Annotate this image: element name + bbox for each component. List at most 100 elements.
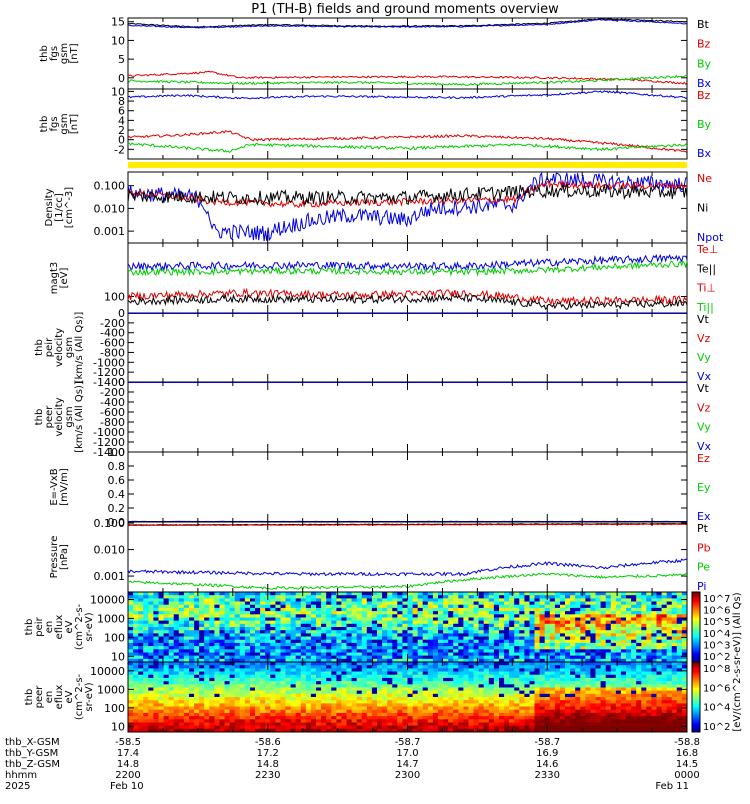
spectrogram-cell [580, 656, 586, 660]
spectrogram-cell [509, 710, 514, 714]
spectrogram-cell [418, 713, 424, 717]
spectrogram-cell [367, 614, 373, 618]
spectrogram-cell [352, 697, 358, 701]
spectrogram-cell [265, 614, 271, 618]
spectrogram-cell [575, 630, 581, 634]
spectrogram-cell [474, 614, 480, 618]
spectrogram-cell [209, 700, 215, 704]
spectrogram-cell [606, 640, 612, 644]
spectrogram-cell [530, 665, 536, 669]
spectrogram-cell [392, 598, 398, 602]
spectrogram-cell [336, 646, 342, 650]
spectrogram-cell [494, 653, 500, 657]
spectrogram-cell [555, 688, 561, 692]
spectrogram-cell [204, 643, 210, 647]
spectrogram-cell [545, 646, 551, 650]
spectrogram-cell [270, 726, 276, 730]
spectrogram-cell [164, 649, 170, 653]
spectrogram-cell [408, 710, 414, 714]
spectrogram-cell [657, 618, 663, 622]
spectrogram-cell [148, 633, 154, 637]
spectrogram-cell [240, 688, 246, 692]
spectrogram-cell [565, 624, 571, 628]
spectrogram-cell [560, 630, 566, 634]
spectrogram-cell [646, 637, 652, 641]
spectrogram-cell [408, 627, 414, 631]
spectrogram-cell [235, 598, 241, 602]
spectrogram-cell [291, 649, 297, 653]
spectrogram-cell [240, 608, 246, 612]
spectrogram-cell [179, 719, 185, 723]
spectrogram-cell [286, 627, 292, 631]
spectrogram-cell [672, 633, 678, 637]
spectrogram-cell [189, 719, 195, 723]
spectrogram-cell [164, 665, 170, 669]
spectrogram-cell [331, 653, 337, 657]
spectrogram-cell [524, 688, 530, 692]
spectrogram-cell [159, 684, 165, 688]
spectrogram-cell [519, 618, 525, 622]
spectrogram-cell [448, 614, 454, 618]
spectrogram-cell [331, 691, 337, 695]
spectrogram-cell [306, 633, 312, 637]
spectrogram-cell [580, 640, 586, 644]
spectrogram-cell [372, 618, 378, 622]
spectrogram-cell [555, 640, 561, 644]
spectrogram-cell [535, 665, 541, 669]
spectrogram-cell [301, 646, 307, 650]
spectrogram-cell [230, 719, 236, 723]
spectrogram-cell [255, 719, 261, 723]
spectrogram-cell [164, 646, 170, 650]
spectrogram-cell [651, 621, 657, 625]
spectrogram-cell [585, 700, 591, 704]
spectrogram-cell [560, 595, 566, 599]
spectrogram-cell [565, 598, 571, 602]
spectrogram-cell [408, 665, 414, 669]
spectrogram-cell [453, 633, 459, 637]
spectrogram-cell [514, 611, 520, 615]
spectrogram-cell [194, 602, 200, 606]
spectrogram-cell [220, 618, 226, 622]
spectrogram-cell [291, 691, 297, 695]
spectrogram-cell [397, 684, 403, 688]
spectrogram-cell [428, 691, 434, 695]
spectrogram-cell [275, 662, 281, 666]
spectrogram-cell [133, 697, 139, 701]
spectrogram-cell [316, 611, 322, 615]
spectrogram-cell [235, 672, 241, 676]
spectrogram-cell [621, 595, 627, 599]
spectrogram-cell [662, 627, 668, 631]
spectrogram-cell [377, 710, 383, 714]
spectrogram-cell [352, 633, 358, 637]
spectrogram-cell [321, 627, 327, 631]
spectrogram-cell [580, 662, 586, 666]
spectrogram-cell [230, 678, 236, 682]
spectrogram-cell [474, 602, 480, 606]
spectrogram-cell [504, 678, 510, 682]
spectrogram-cell [133, 684, 139, 688]
spectrogram-cell [555, 656, 561, 660]
spectrogram-cell [458, 633, 464, 637]
spectrogram-cell [611, 656, 617, 660]
spectrogram-cell [575, 646, 581, 650]
spectrogram-cell [179, 713, 185, 717]
spectrogram-cell [484, 716, 490, 720]
spectrogram-cell [463, 703, 469, 707]
spectrogram-cell [296, 637, 302, 641]
spectrogram-cell [479, 665, 485, 669]
spectrogram-cell [148, 707, 154, 711]
spectrogram-cell [509, 675, 514, 679]
spectrogram-cell [397, 598, 403, 602]
spectrogram-cell [540, 691, 546, 695]
spectrogram-cell [362, 605, 368, 609]
spectrogram-cell [245, 656, 251, 660]
spectrogram-cell [504, 681, 510, 685]
spectrogram-cell [499, 602, 505, 606]
spectrogram-cell [204, 710, 210, 714]
spectrogram-cell [423, 716, 429, 720]
spectrogram-cell [397, 668, 403, 672]
spectrogram-cell [514, 630, 520, 634]
spectrogram-cell [143, 665, 149, 669]
spectrogram-cell [453, 627, 459, 631]
spectrogram-cell [555, 618, 561, 622]
